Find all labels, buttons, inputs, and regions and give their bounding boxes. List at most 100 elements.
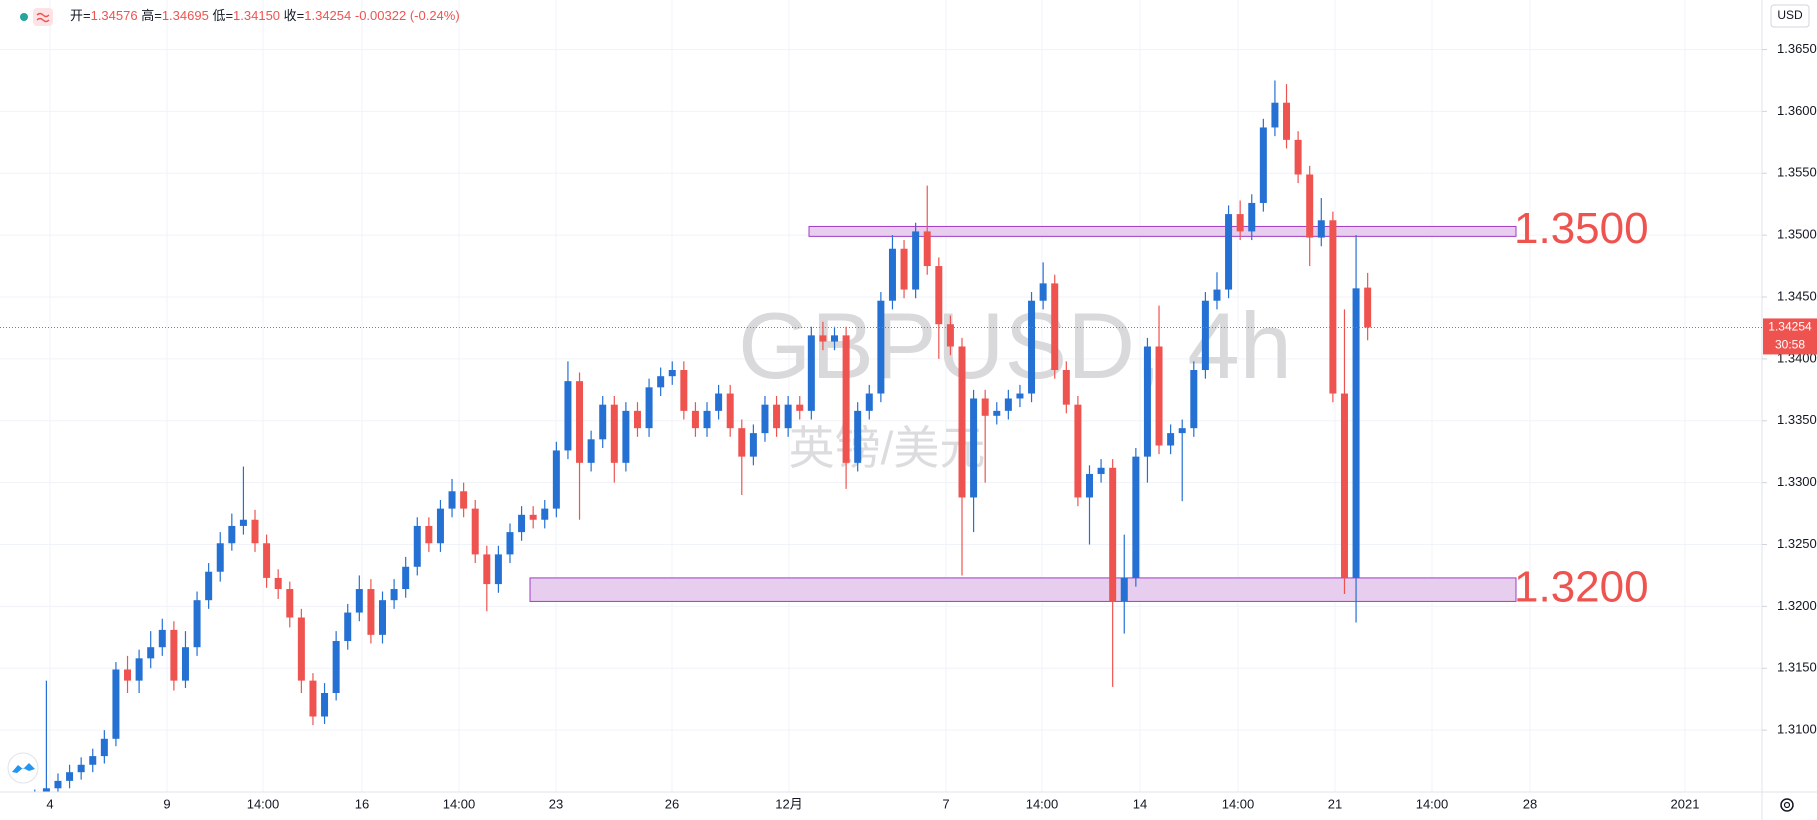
candle-body <box>842 335 850 463</box>
high-label: 高= <box>141 8 162 23</box>
grid <box>0 0 1762 792</box>
low-label: 低= <box>212 8 233 23</box>
candle-body <box>912 231 920 290</box>
x-tick-label: 14:00 <box>1026 796 1059 811</box>
candle-body <box>622 410 630 463</box>
candle-body <box>239 519 247 526</box>
candle-body <box>1120 577 1128 602</box>
candle-body <box>1074 404 1082 498</box>
candle-body <box>1294 139 1302 175</box>
candle-body <box>77 764 85 773</box>
watermark: GBPUSD, 4h <box>738 293 1292 398</box>
candle-body <box>738 428 746 457</box>
y-tick-label: 1.32500 <box>1777 536 1817 551</box>
candle-body <box>402 566 410 590</box>
candle-body <box>1097 467 1105 474</box>
currency: USD <box>1777 8 1803 22</box>
ohlc-header: 开=1.34576 高=1.34695 低=1.34150 收=1.34254 … <box>70 8 460 23</box>
candle-body <box>1225 214 1233 290</box>
x-tick-label: 26 <box>665 796 679 811</box>
candle-body <box>66 772 74 781</box>
candle-body <box>923 231 931 267</box>
candle-body <box>89 756 97 765</box>
candle-body <box>158 629 166 648</box>
candle-body <box>587 439 595 463</box>
x-tick-label: 14:00 <box>1222 796 1255 811</box>
candle-body <box>1352 288 1360 578</box>
candle-body <box>367 589 375 635</box>
candle-body <box>1085 473 1093 498</box>
candle-body <box>1143 346 1151 457</box>
settings-icon[interactable] <box>1780 798 1794 812</box>
candle-body <box>935 266 943 325</box>
y-tick-label: 1.34500 <box>1777 288 1817 303</box>
candle-body <box>228 525 236 544</box>
candle-body <box>807 335 815 411</box>
candle-body <box>1109 467 1117 602</box>
x-tick-label: 28 <box>1523 796 1537 811</box>
candle-body <box>773 404 781 429</box>
last-price-label: 1.34254 <box>1768 320 1812 334</box>
candle-body <box>251 519 259 544</box>
status-dot <box>20 13 28 21</box>
candle-body <box>1004 398 1012 411</box>
candle-body <box>854 410 862 463</box>
change: -0.00322 <box>355 8 406 23</box>
zone-label: 1.3200 <box>1514 562 1649 611</box>
candle-body <box>1340 393 1348 578</box>
candle-body <box>1132 456 1140 578</box>
candle-body <box>645 387 653 429</box>
candle-body <box>865 393 873 411</box>
zone <box>808 225 1517 237</box>
candle-body <box>181 647 189 681</box>
candle-body <box>1155 346 1163 446</box>
x-tick-label: 16 <box>355 796 369 811</box>
candle-body <box>355 589 363 613</box>
candle-body <box>390 589 398 601</box>
candle-body <box>784 404 792 429</box>
candle-body <box>1271 102 1279 128</box>
x-tick-label: 2021 <box>1671 796 1700 811</box>
candle-body <box>970 398 978 498</box>
watermark-sub: 英镑/美元 <box>789 422 986 474</box>
candle-body <box>633 410 641 429</box>
candle-body <box>1248 202 1256 232</box>
candle-body <box>541 508 549 520</box>
candle-body <box>1329 220 1337 394</box>
candle-body <box>610 404 618 463</box>
candle-body <box>599 404 607 440</box>
candle-body <box>1178 428 1186 434</box>
candle-body <box>715 393 723 411</box>
countdown: 30:58 <box>1775 338 1805 352</box>
candle-body <box>216 543 224 572</box>
y-tick-label: 1.31500 <box>1777 660 1817 675</box>
y-tick-label: 1.36500 <box>1777 41 1817 56</box>
x-tick-label: 12月 <box>775 796 802 811</box>
candle-body <box>1062 370 1070 405</box>
high-value: 1.34695 <box>162 8 209 23</box>
candle-body <box>124 669 132 681</box>
y-tick-label: 1.36000 <box>1777 103 1817 118</box>
candle-body <box>344 612 352 642</box>
candle-body <box>877 300 885 394</box>
logo <box>12 763 35 773</box>
x-tick-label: 14 <box>1133 796 1147 811</box>
x-tick-label: 21 <box>1328 796 1342 811</box>
candle-body <box>321 693 329 717</box>
plot-area <box>34 80 1517 792</box>
x-tick-label: 7 <box>942 796 949 811</box>
open-label: 开= <box>70 8 91 23</box>
candle-body <box>147 647 155 659</box>
candle-body <box>170 629 178 681</box>
candle-body <box>309 680 317 717</box>
currency-box[interactable] <box>1770 4 1810 28</box>
candle-body <box>1364 287 1372 328</box>
candle-body <box>981 398 989 416</box>
candle-body <box>946 324 954 347</box>
candle-body <box>286 589 294 618</box>
candle-body <box>379 600 386 635</box>
x-tick-label: 9 <box>163 796 170 811</box>
alert-icon[interactable] <box>33 8 53 26</box>
